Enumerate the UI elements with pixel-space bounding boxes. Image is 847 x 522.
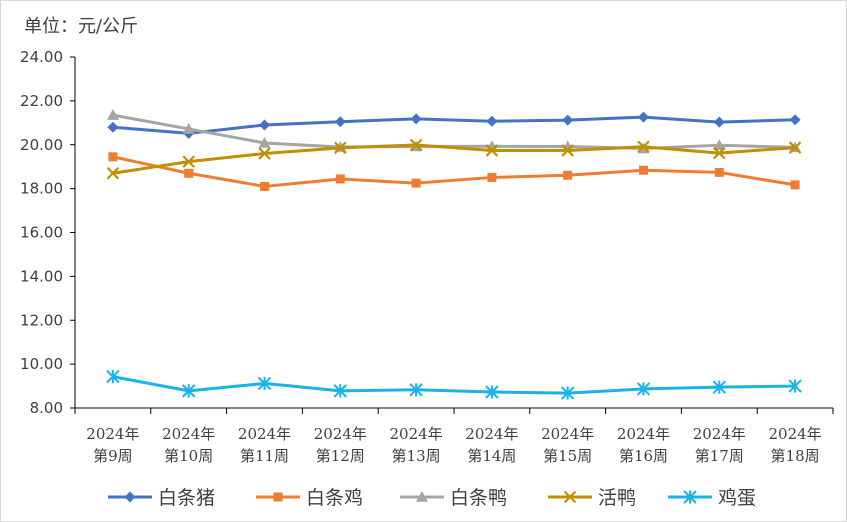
- x-tick-label: 第15周: [543, 447, 592, 465]
- legend-marker: [683, 490, 697, 504]
- data-point-series-5: [257, 376, 272, 391]
- legend-label: 白条鸡: [306, 487, 363, 509]
- data-point-series-4: [637, 140, 650, 154]
- series-line-1: [112, 115, 796, 135]
- data-point-series-1: [789, 114, 801, 126]
- data-point-series-2: [563, 170, 573, 180]
- x-tick-label: 第17周: [695, 447, 744, 465]
- data-point-series-1: [486, 115, 498, 127]
- data-point-series-2: [714, 167, 724, 177]
- legend-marker: [124, 491, 136, 503]
- data-point-series-2: [487, 172, 497, 182]
- data-point-series-4: [106, 166, 120, 180]
- legend-label: 白条猪: [158, 487, 215, 509]
- x-tick-label: 2024年: [769, 425, 822, 443]
- data-point-series-3: [713, 139, 726, 150]
- data-point-series-1: [334, 116, 346, 128]
- x-tick-label: 2024年: [86, 425, 139, 443]
- series-line-5: [112, 375, 796, 395]
- x-tick-label: 2024年: [238, 425, 291, 443]
- data-point-series-3: [106, 109, 119, 120]
- legend-marker: [273, 492, 283, 502]
- data-point-series-1: [562, 114, 574, 126]
- x-tick-label: 2024年: [465, 425, 518, 443]
- data-point-series-5: [788, 379, 802, 393]
- data-point-series-2: [411, 178, 421, 188]
- x-tick-label: 2024年: [541, 425, 594, 443]
- x-tick-label: 第14周: [467, 447, 516, 465]
- data-point-series-5: [560, 386, 575, 400]
- y-tick-label: 10.00: [20, 355, 63, 373]
- legend-label: 白条鸭: [450, 487, 507, 509]
- data-point-series-5: [485, 385, 499, 399]
- x-tick-label: 第11周: [240, 447, 289, 465]
- unit-label: 单位：元/公斤: [24, 16, 139, 37]
- data-point-series-2: [260, 181, 269, 191]
- data-point-series-5: [106, 369, 120, 384]
- x-tick-label: 第10周: [164, 447, 213, 465]
- data-point-series-4: [485, 144, 499, 157]
- legend-label: 鸡蛋: [718, 487, 756, 509]
- series-line-2: [112, 155, 796, 188]
- legend-marker: [416, 491, 428, 502]
- x-tick-label: 2024年: [162, 425, 215, 443]
- data-point-series-5: [712, 380, 727, 394]
- data-point-series-2: [790, 180, 800, 190]
- y-tick-label: 20.00: [20, 136, 63, 154]
- series-line-4: [112, 143, 796, 175]
- data-point-series-3: [182, 122, 195, 134]
- x-tick-label: 第18周: [771, 447, 820, 465]
- x-tick-label: 第16周: [619, 447, 668, 465]
- x-tick-label: 2024年: [693, 425, 746, 443]
- x-tick-label: 第12周: [316, 447, 365, 465]
- data-point-series-4: [409, 138, 423, 152]
- x-tick-label: 2024年: [314, 425, 367, 443]
- data-point-series-4: [788, 141, 802, 154]
- data-point-series-1: [713, 116, 725, 128]
- y-tick-label: 18.00: [20, 180, 63, 198]
- y-tick-label: 12.00: [20, 311, 63, 329]
- data-point-series-2: [639, 165, 648, 175]
- data-point-series-5: [181, 384, 196, 398]
- y-tick-label: 14.00: [20, 267, 63, 285]
- data-point-series-2: [184, 168, 194, 178]
- data-point-series-4: [561, 144, 574, 157]
- legend-marker: [563, 490, 577, 504]
- data-point-series-2: [108, 152, 118, 162]
- legend-label: 活鸭: [598, 487, 636, 509]
- data-point-series-5: [333, 384, 348, 398]
- x-tick-label: 第9周: [93, 447, 133, 465]
- y-tick-label: 24.00: [20, 48, 63, 66]
- data-point-series-4: [334, 141, 347, 155]
- data-point-series-1: [410, 113, 422, 125]
- data-point-series-1: [638, 111, 649, 123]
- x-tick-label: 2024年: [390, 425, 443, 443]
- data-point-series-3: [258, 136, 271, 148]
- data-point-series-2: [335, 174, 345, 184]
- data-point-series-1: [259, 119, 270, 131]
- y-tick-label: 16.00: [20, 224, 63, 242]
- data-point-series-5: [409, 383, 423, 397]
- data-point-series-4: [182, 155, 195, 168]
- data-point-series-4: [713, 146, 726, 160]
- data-point-series-4: [258, 147, 271, 160]
- x-tick-label: 2024年: [617, 425, 670, 443]
- data-point-series-5: [636, 382, 651, 396]
- data-point-series-1: [107, 121, 119, 133]
- y-tick-label: 8.00: [30, 399, 63, 417]
- y-tick-label: 22.00: [20, 92, 63, 110]
- x-tick-label: 第13周: [392, 447, 441, 465]
